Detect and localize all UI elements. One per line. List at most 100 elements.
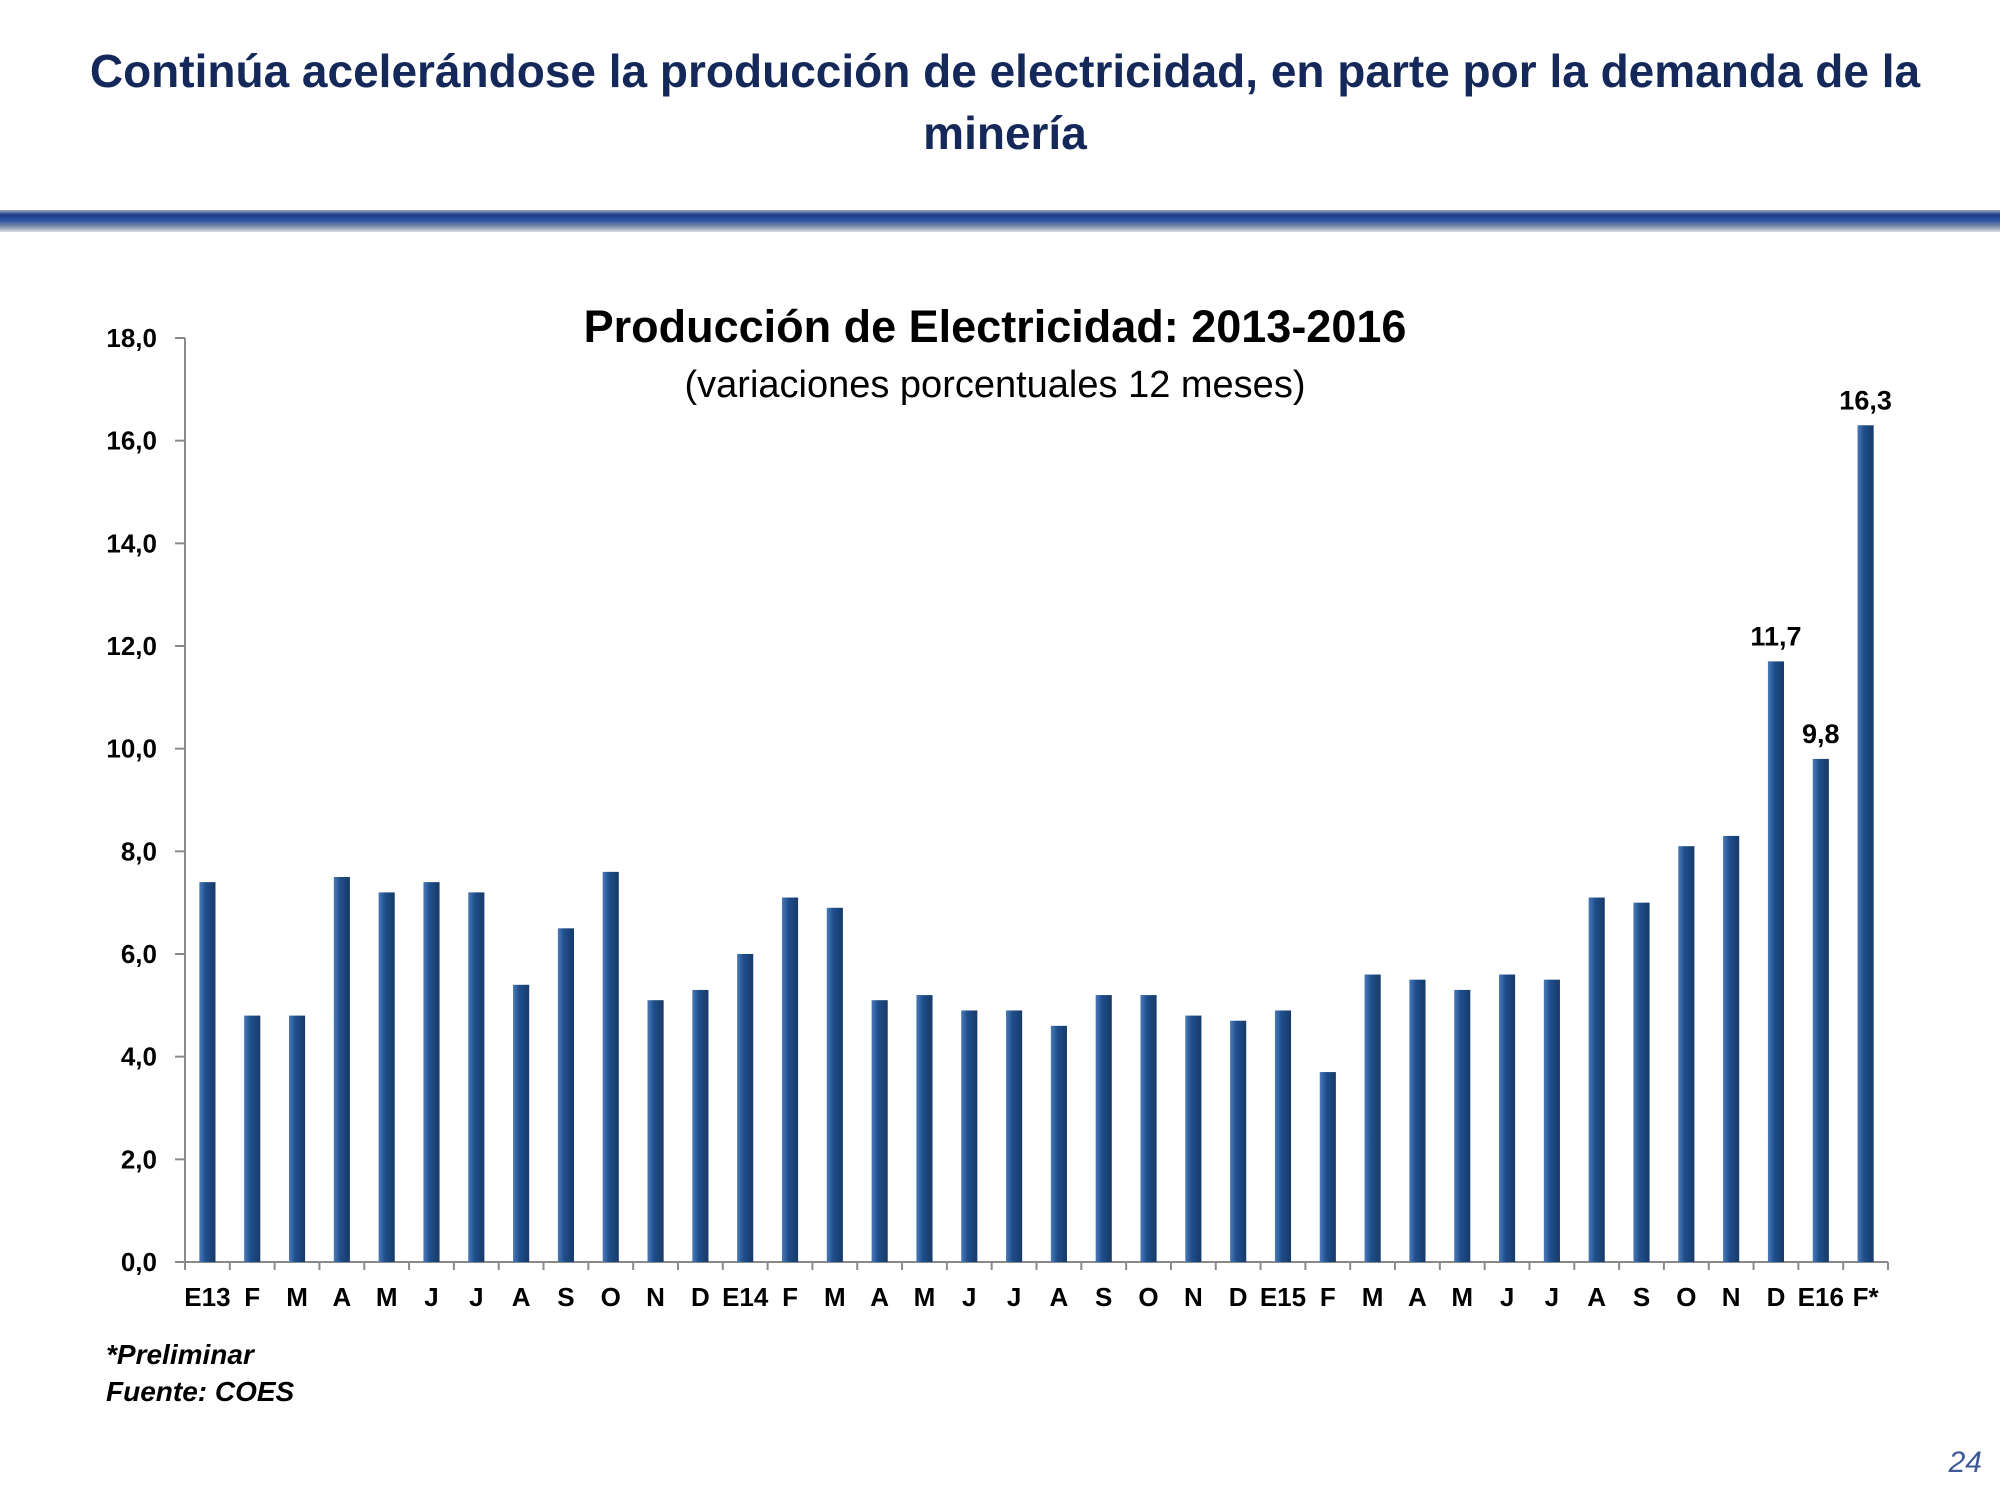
y-tick-label: 14,0 xyxy=(106,528,157,558)
chart-title: Producción de Electricidad: 2013-2016 xyxy=(584,301,1407,352)
y-tick-label: 18,0 xyxy=(106,323,157,353)
x-tick-label: S xyxy=(1633,1282,1650,1312)
x-tick-label: E13 xyxy=(184,1282,230,1312)
footnote-source: Fuente: COES xyxy=(106,1376,295,1407)
bar xyxy=(1812,758,1829,1262)
x-tick-label: N xyxy=(1184,1282,1203,1312)
bar xyxy=(199,882,216,1262)
bar xyxy=(423,882,440,1262)
x-tick-label: O xyxy=(1138,1282,1158,1312)
bar xyxy=(1543,979,1560,1262)
footnote: *Preliminar Fuente: COES xyxy=(106,1336,294,1410)
data-label: 11,7 xyxy=(1750,621,1801,651)
bar xyxy=(1454,989,1471,1262)
chart-subtitle: (variaciones porcentuales 12 meses) xyxy=(685,364,1306,406)
bar xyxy=(1095,995,1112,1262)
x-tick-label: J xyxy=(1500,1282,1514,1312)
bar xyxy=(333,877,350,1262)
bar xyxy=(1767,661,1785,1262)
bar xyxy=(1319,1072,1336,1262)
bar xyxy=(1050,1025,1067,1262)
x-tick-label: A xyxy=(870,1282,889,1312)
x-tick-label: D xyxy=(1767,1282,1786,1312)
bar xyxy=(513,984,530,1262)
x-tick-label: O xyxy=(1676,1282,1696,1312)
bar xyxy=(288,1015,306,1262)
bar xyxy=(916,995,933,1262)
x-tick-label: S xyxy=(1095,1282,1112,1312)
bar xyxy=(1633,902,1650,1262)
bar xyxy=(378,892,395,1262)
x-tick-label: M xyxy=(824,1282,846,1312)
y-tick-label: 12,0 xyxy=(106,631,157,661)
x-tick-label: F* xyxy=(1853,1282,1880,1312)
x-tick-label: D xyxy=(691,1282,710,1312)
x-tick-label: S xyxy=(557,1282,574,1312)
slide-title: Continúa acelerándose la producción de e… xyxy=(89,45,1921,159)
x-tick-label: M xyxy=(286,1282,308,1312)
y-tick-label: 16,0 xyxy=(106,426,157,456)
bar-series xyxy=(199,425,1874,1262)
x-tick-label: E16 xyxy=(1798,1282,1844,1312)
x-tick-label: M xyxy=(1362,1282,1384,1312)
bar xyxy=(1409,979,1426,1262)
x-tick-label: F xyxy=(1320,1282,1336,1312)
x-tick-label: A xyxy=(332,1282,351,1312)
bar xyxy=(781,897,799,1262)
x-tick-label: J xyxy=(469,1282,483,1312)
y-axis-ticks: 0,0 2,0 4,0 6,0 8,0 10,0 12,0 14,0 16,0 18,0 xyxy=(106,323,185,1277)
bar xyxy=(737,954,754,1262)
bar xyxy=(1230,1020,1247,1262)
data-label: 9,8 xyxy=(1802,719,1840,749)
x-tick-label: D xyxy=(1229,1282,1248,1312)
x-tick-label: E14 xyxy=(722,1282,769,1312)
y-tick-label: 6,0 xyxy=(121,939,157,969)
bar xyxy=(468,892,485,1262)
bar xyxy=(692,989,709,1262)
bar xyxy=(1857,425,1874,1262)
bar xyxy=(1140,995,1157,1262)
bar xyxy=(1723,835,1740,1262)
x-tick-label: M xyxy=(376,1282,398,1312)
bar xyxy=(1588,897,1605,1262)
bar xyxy=(1006,1010,1023,1262)
x-tick-label: J xyxy=(962,1282,976,1312)
bar xyxy=(826,907,843,1262)
x-tick-label: N xyxy=(1722,1282,1741,1312)
footnote-preliminary: *Preliminar xyxy=(106,1339,254,1370)
data-labels: 11,7 9,8 16,3 xyxy=(1750,385,1891,749)
bar xyxy=(1274,1010,1292,1262)
bar xyxy=(244,1015,261,1262)
bar xyxy=(961,1010,978,1262)
x-tick-label: A xyxy=(1587,1282,1606,1312)
x-tick-label: A xyxy=(1408,1282,1427,1312)
bar xyxy=(602,871,619,1262)
y-tick-label: 10,0 xyxy=(106,734,157,764)
x-tick-label: J xyxy=(424,1282,438,1312)
x-axis-ticks: E13 F M A M J J A S O N D E14 F M A M J J A S O N D E15 F M A M J J A S O… xyxy=(184,1262,1889,1312)
y-tick-label: 2,0 xyxy=(121,1144,157,1174)
x-tick-label: O xyxy=(601,1282,621,1312)
x-tick-label: F xyxy=(782,1282,798,1312)
y-tick-label: 4,0 xyxy=(121,1042,157,1072)
bar xyxy=(1678,846,1695,1262)
x-tick-label: N xyxy=(646,1282,665,1312)
bar xyxy=(1364,974,1381,1262)
bar xyxy=(871,1000,888,1262)
bar xyxy=(1498,974,1516,1262)
x-tick-label: J xyxy=(1545,1282,1559,1312)
y-tick-label: 0,0 xyxy=(121,1247,157,1277)
title-rule xyxy=(0,210,2000,232)
x-tick-label: A xyxy=(1050,1282,1069,1312)
x-tick-label: M xyxy=(914,1282,936,1312)
bar xyxy=(557,928,575,1262)
bar xyxy=(1185,1015,1202,1262)
x-tick-label: F xyxy=(244,1282,260,1312)
x-tick-label: M xyxy=(1451,1282,1473,1312)
page-number: 24 xyxy=(1948,1446,1982,1479)
data-label: 16,3 xyxy=(1839,385,1892,415)
x-tick-label: J xyxy=(1007,1282,1021,1312)
x-tick-label: A xyxy=(512,1282,531,1312)
y-tick-label: 8,0 xyxy=(121,836,157,866)
